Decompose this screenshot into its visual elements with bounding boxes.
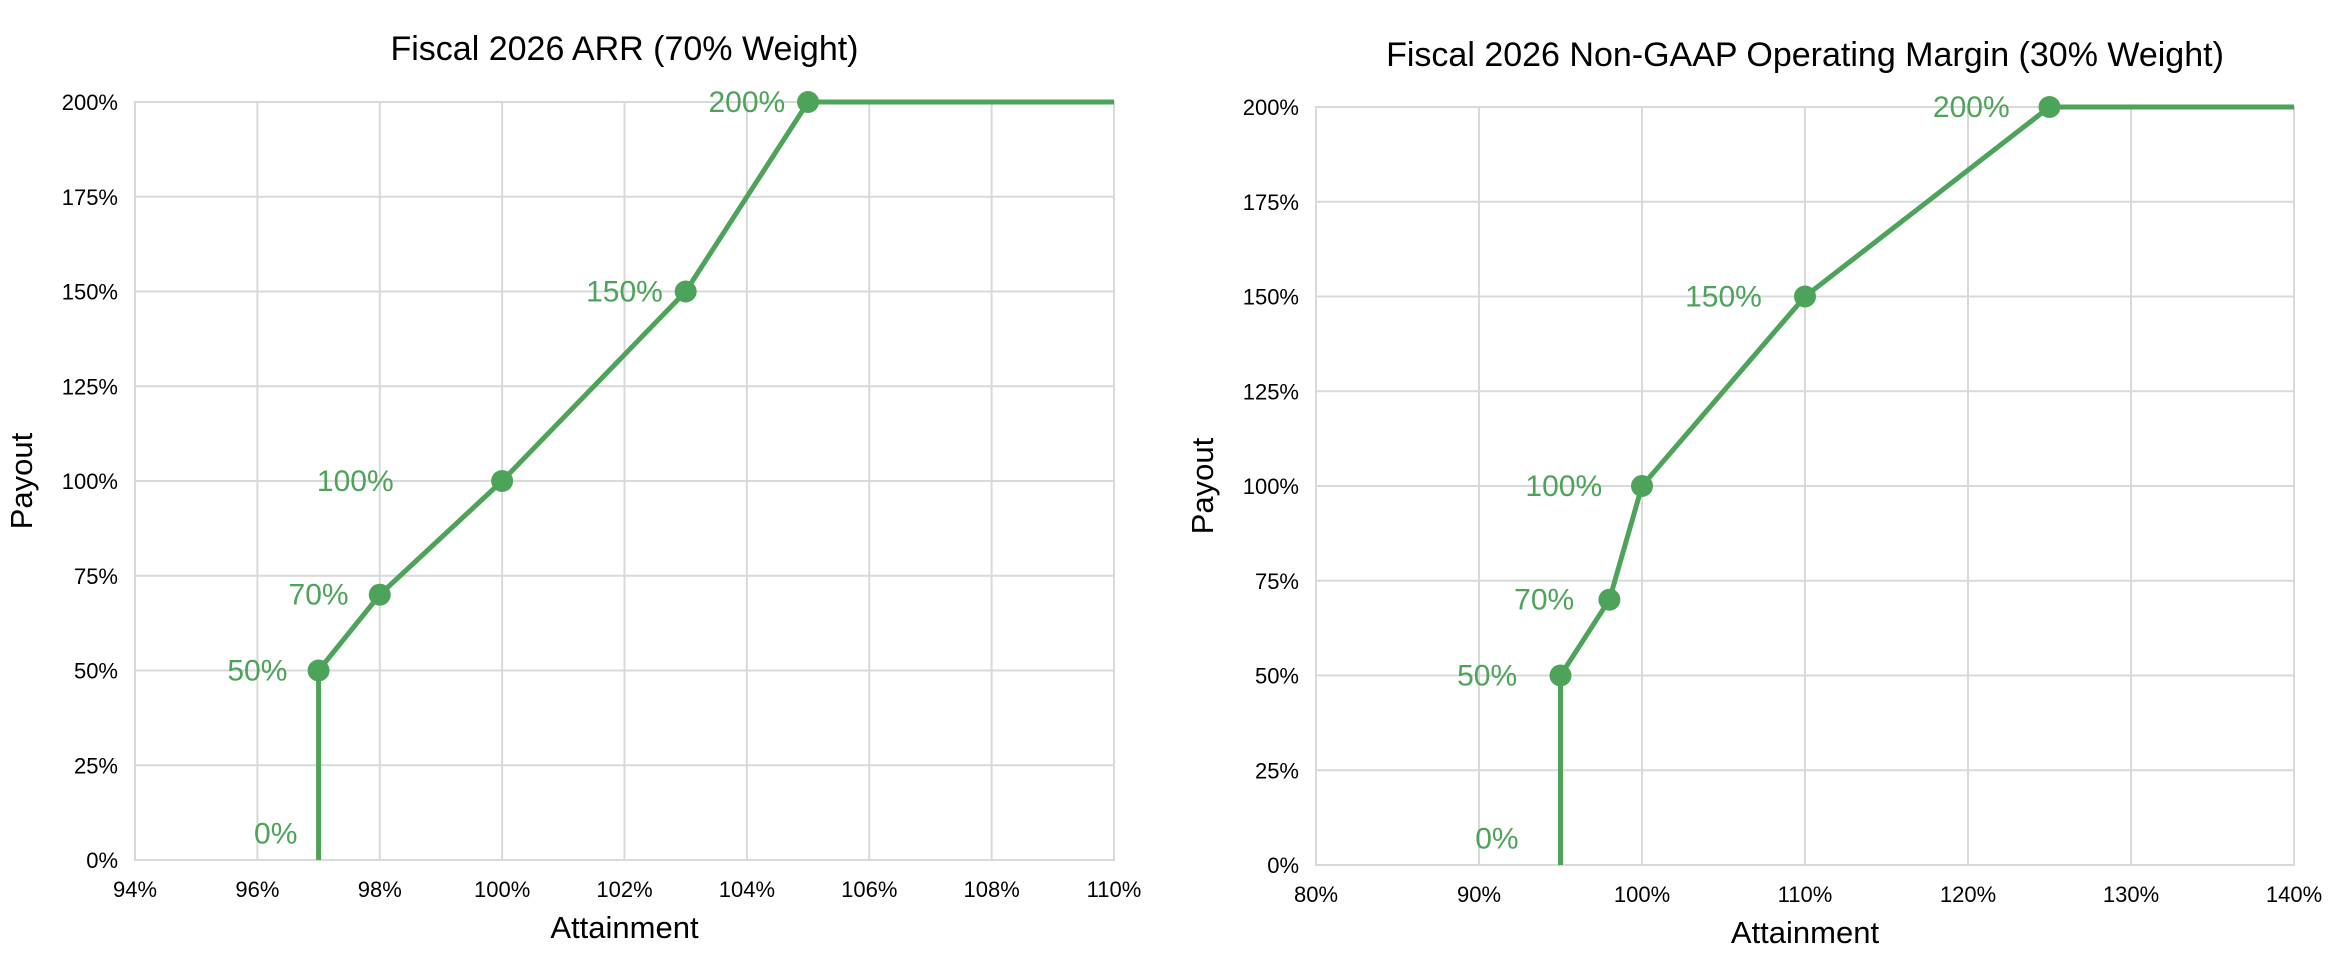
x-tick-label: 90% [1457,882,1501,907]
x-tick-label: 104% [719,877,775,902]
x-tick-label: 110% [1087,877,1142,902]
data-point-marker [674,280,697,303]
y-tick-label: 175% [62,185,118,210]
data-label: 50% [227,655,287,688]
data-point-marker [797,91,820,113]
y-tick-label: 150% [62,280,118,305]
y-tick-label: 50% [74,659,118,684]
operating-margin-payout-chart: 80% 90% 100% 110% 120% 130% 140% 0% 25% 50% 75% 100… [1185,36,2322,950]
x-tick-label: 110% [1778,882,1833,907]
data-point-marker [1794,285,1816,308]
plot-frame [1315,106,2295,866]
data-label: 50% [1457,660,1517,693]
y-tick-label: 75% [1255,569,1299,594]
y-tick-label: 100% [1243,474,1299,499]
x-tick-label: 140% [2266,882,2322,907]
data-point-marker [1631,475,1653,497]
y-tick-label: 75% [74,564,118,589]
x-tick-label: 102% [596,877,652,902]
data-point-marker [491,470,514,492]
data-label: 0% [254,817,297,850]
data-point-marker [307,659,330,682]
y-tick-label: 125% [62,374,118,399]
x-tick-label: 108% [963,877,1019,902]
y-tick-label: 175% [1243,190,1299,215]
x-tick-label: 106% [841,877,897,902]
data-point-marker [2038,96,2061,118]
y-tick-label: 125% [1243,379,1299,404]
data-label: 70% [289,579,349,612]
arr-payout-chart: 94% 96% 98% 100% 102% 104% 106% 108% 110% 0% 25% 50… [4,30,1141,945]
x-tick-label: 80% [1294,882,1338,907]
x-axis-title: Attainment [1731,915,1880,950]
y-axis-title: Payout [4,432,39,529]
data-label: 0% [1475,822,1518,855]
data-label: 200% [709,86,786,119]
data-point-marker [1598,588,1621,611]
y-axis-title: Payout [1185,437,1220,534]
y-tick-label: 0% [86,848,118,873]
y-tick-label: 200% [1243,95,1299,120]
x-tick-label: 96% [235,877,279,902]
data-label: 150% [586,276,663,309]
data-label: 200% [1933,91,2010,124]
data-point-marker [1549,664,1572,687]
y-tick-label: 150% [1243,285,1299,310]
x-tick-label: 130% [2103,882,2159,907]
x-tick-label: 100% [1614,882,1670,907]
data-label: 70% [1514,584,1574,617]
x-axis-title: Attainment [550,910,699,945]
data-label: 150% [1685,281,1762,314]
chart-title: Fiscal 2026 ARR (70% Weight) [390,30,858,68]
y-tick-label: 25% [74,753,118,778]
chart-title: Fiscal 2026 Non-GAAP Operating Margin (3… [1386,36,2224,74]
x-tick-label: 98% [358,877,402,902]
x-tick-label: 120% [1940,882,1996,907]
y-tick-label: 25% [1255,758,1299,783]
data-point-marker [368,583,391,606]
x-tick-label: 94% [113,877,157,902]
y-tick-label: 200% [62,90,118,115]
x-tick-label: 100% [474,877,530,902]
data-label: 100% [317,465,394,498]
y-tick-label: 100% [62,469,118,494]
y-tick-label: 0% [1267,853,1299,878]
data-label: 100% [1525,470,1602,503]
plot-frame [134,101,1115,861]
y-tick-label: 50% [1255,664,1299,689]
